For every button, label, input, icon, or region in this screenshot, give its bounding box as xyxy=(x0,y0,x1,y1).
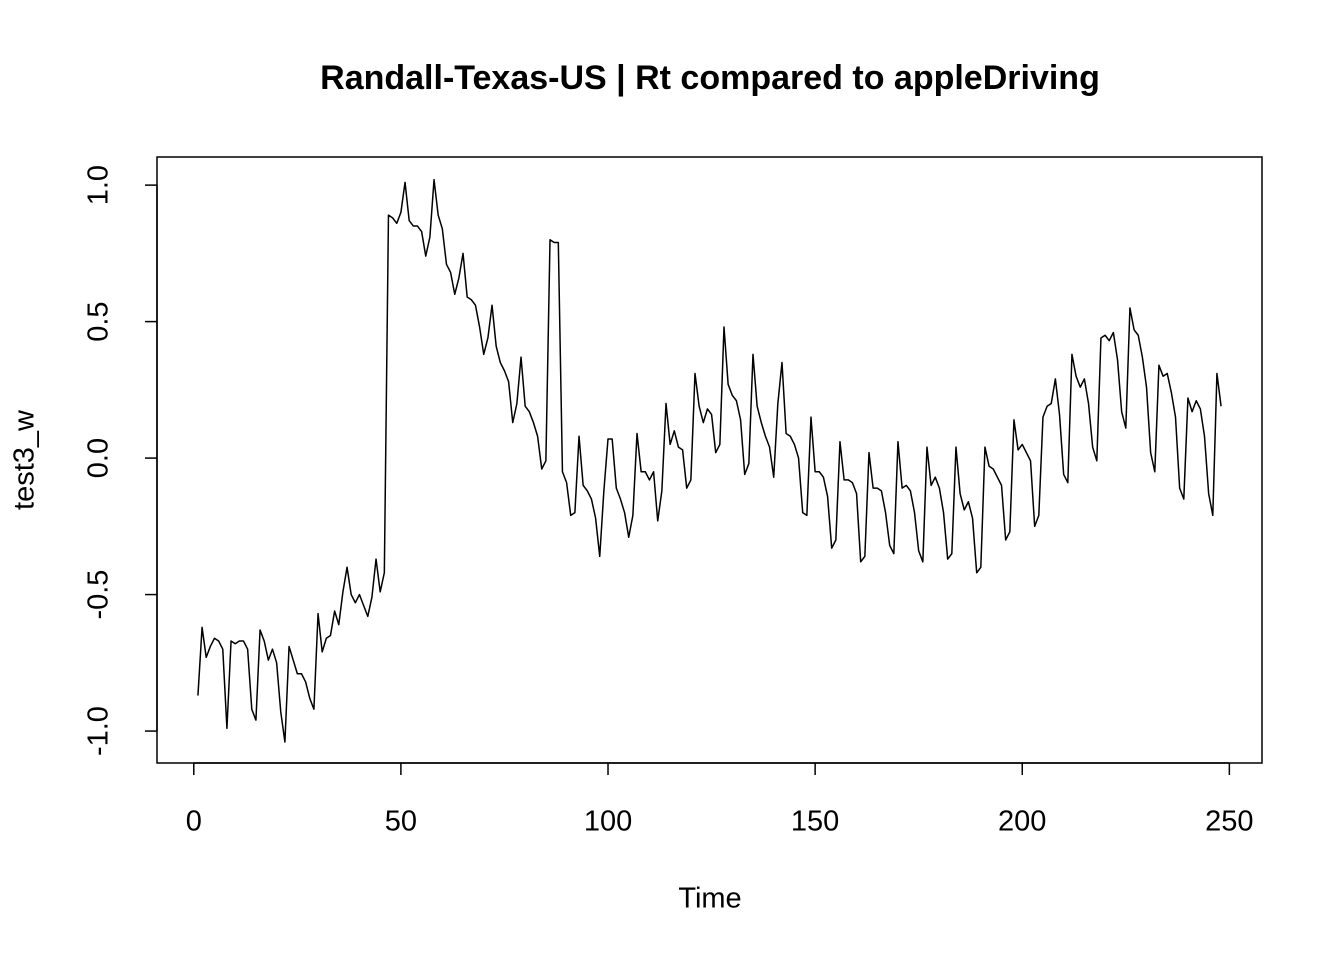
y-axis-label: test3_w xyxy=(9,409,41,510)
data-line xyxy=(197,178,1222,743)
x-tick-label: 0 xyxy=(186,806,202,838)
y-tick-label: 0.5 xyxy=(83,301,115,341)
y-tick-label: 1.0 xyxy=(83,165,115,205)
x-tick-label: 250 xyxy=(1205,806,1253,838)
x-axis-label: Time xyxy=(678,883,741,915)
y-tick-label: -0.5 xyxy=(83,570,115,620)
x-tick-label: 50 xyxy=(385,806,417,838)
chart-title: Randall-Texas-US | Rt compared to appleD… xyxy=(320,59,1100,97)
y-tick-label: -1.0 xyxy=(83,706,115,756)
x-tick-label: 100 xyxy=(584,806,632,838)
y-tick-label: 0.0 xyxy=(83,438,115,478)
x-tick-label: 200 xyxy=(998,806,1046,838)
x-tick-label: 150 xyxy=(791,806,839,838)
